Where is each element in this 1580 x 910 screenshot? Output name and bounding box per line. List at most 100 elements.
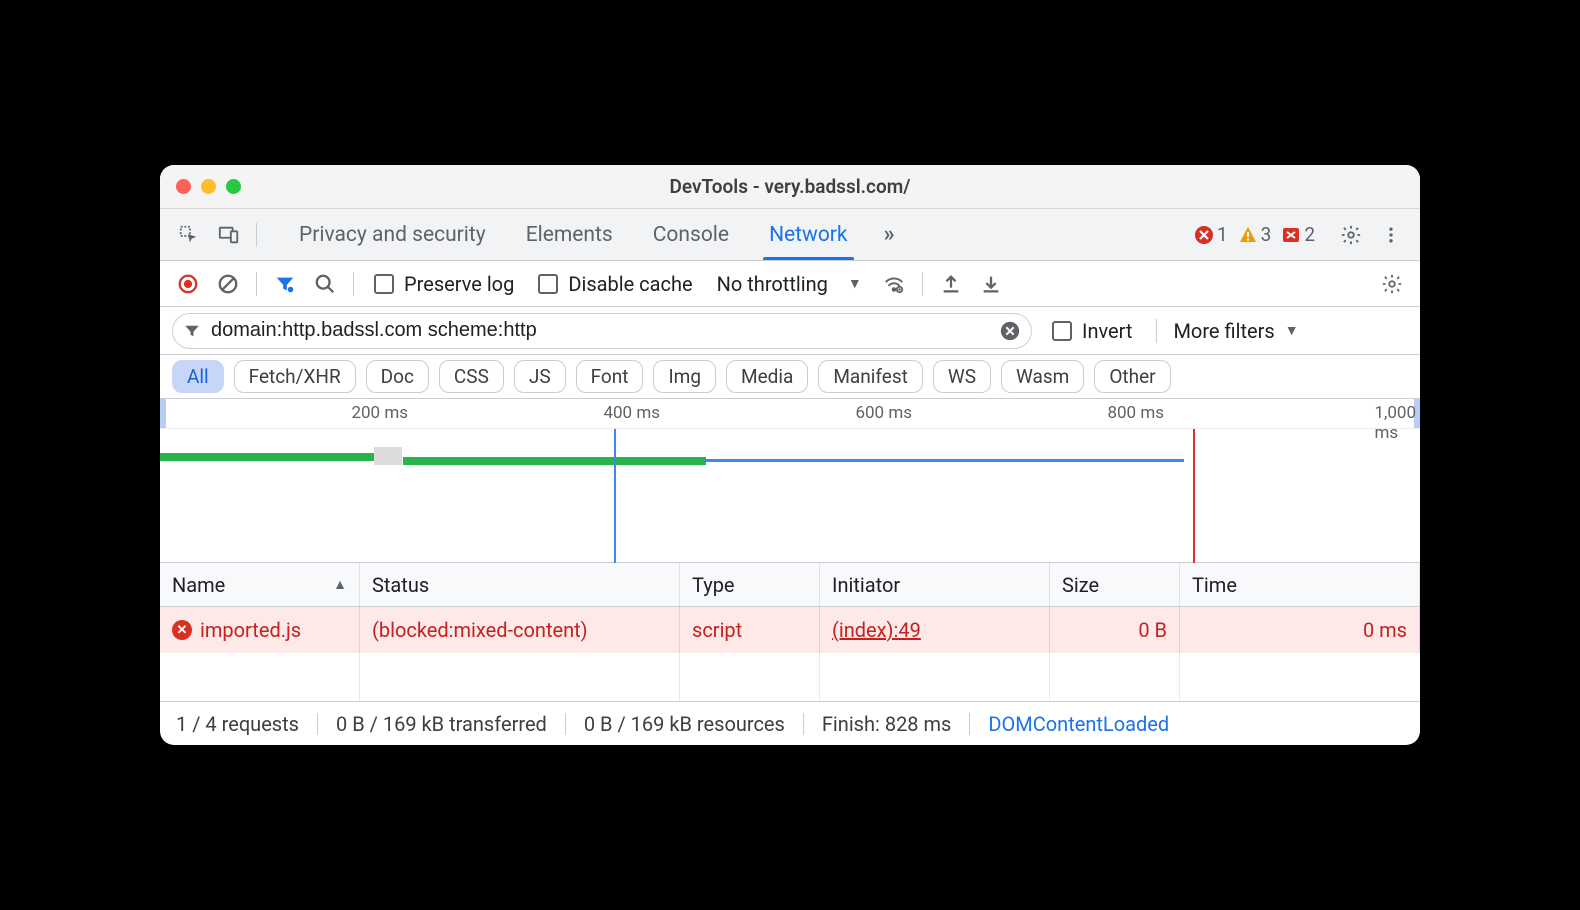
device-toolbar-icon[interactable]	[212, 218, 246, 252]
preserve-log-checkbox[interactable]: Preserve log	[366, 272, 522, 296]
table-row[interactable]: imported.js (blocked:mixed-content) scri…	[160, 607, 1420, 653]
type-chip-js[interactable]: JS	[514, 360, 566, 393]
type-chip-media[interactable]: Media	[726, 360, 808, 393]
column-header-type[interactable]: Type	[680, 563, 820, 606]
filter-toggle-icon[interactable]	[269, 268, 301, 300]
record-button[interactable]	[172, 268, 204, 300]
filter-input-container	[172, 313, 1032, 349]
request-initiator-link[interactable]: (index):49	[832, 618, 921, 642]
more-filters-button[interactable]: More filters ▼	[1173, 319, 1298, 343]
clear-button[interactable]	[212, 268, 244, 300]
divider	[969, 713, 970, 735]
type-chip-font[interactable]: Font	[576, 360, 644, 393]
request-type: script	[680, 607, 820, 653]
load-marker	[1193, 429, 1195, 563]
divider	[256, 223, 257, 247]
search-icon[interactable]	[309, 268, 341, 300]
status-transferred: 0 B / 169 kB transferred	[336, 712, 547, 736]
request-size: 0 B	[1050, 607, 1180, 653]
type-chip-all[interactable]: All	[172, 360, 224, 393]
filter-icon	[183, 322, 201, 340]
invert-checkbox[interactable]: Invert	[1044, 319, 1140, 343]
status-finish: Finish: 828 ms	[822, 712, 952, 736]
close-window-button[interactable]	[176, 179, 191, 194]
column-header-initiator[interactable]: Initiator	[820, 563, 1050, 606]
ruler-tick: 400 ms	[603, 403, 664, 423]
timeline-track	[160, 453, 374, 461]
network-settings-icon[interactable]	[1376, 268, 1408, 300]
devtools-window: DevTools - very.badssl.com/ Privacy and …	[160, 165, 1420, 745]
column-header-name[interactable]: Name ▲	[160, 563, 360, 606]
issues-badge[interactable]: 2	[1278, 223, 1318, 246]
divider	[256, 272, 257, 296]
divider	[922, 272, 923, 296]
tab-privacy-security[interactable]: Privacy and security	[279, 209, 506, 260]
more-menu-icon[interactable]	[1374, 218, 1408, 252]
filter-bar: Invert More filters ▼	[160, 307, 1420, 355]
throttling-value: No throttling	[717, 272, 828, 296]
tab-network[interactable]: Network	[749, 209, 868, 260]
maximize-window-button[interactable]	[226, 179, 241, 194]
errors-count: 1	[1217, 223, 1228, 246]
status-bar: 1 / 4 requests 0 B / 169 kB transferred …	[160, 701, 1420, 745]
divider	[1156, 319, 1157, 343]
column-header-time[interactable]: Time	[1180, 563, 1420, 606]
checkbox-icon	[1052, 321, 1072, 341]
column-header-size[interactable]: Size	[1050, 563, 1180, 606]
minimize-window-button[interactable]	[201, 179, 216, 194]
warnings-count: 3	[1261, 223, 1272, 246]
divider	[565, 713, 566, 735]
preserve-log-label: Preserve log	[404, 272, 514, 296]
checkbox-icon	[538, 274, 558, 294]
blocked-icon	[172, 620, 192, 640]
tab-elements[interactable]: Elements	[506, 209, 633, 260]
status-requests: 1 / 4 requests	[176, 712, 299, 736]
download-har-icon[interactable]	[975, 268, 1007, 300]
type-chip-manifest[interactable]: Manifest	[818, 360, 923, 393]
more-filters-label: More filters	[1173, 319, 1274, 343]
warnings-badge[interactable]: 3	[1235, 223, 1275, 246]
table-empty-row	[160, 653, 1420, 701]
type-chip-fetch-xhr[interactable]: Fetch/XHR	[234, 360, 356, 393]
disable-cache-checkbox[interactable]: Disable cache	[530, 272, 700, 296]
type-chip-other[interactable]: Other	[1094, 360, 1170, 393]
network-toolbar: Preserve log Disable cache No throttling…	[160, 261, 1420, 307]
tab-console[interactable]: Console	[633, 209, 749, 260]
type-chip-img[interactable]: Img	[653, 360, 716, 393]
timeline-overview[interactable]: 200 ms 400 ms 600 ms 800 ms 1,000 ms	[160, 399, 1420, 563]
type-chip-css[interactable]: CSS	[439, 360, 504, 393]
timeline-body	[160, 429, 1420, 563]
issues-count: 2	[1304, 223, 1315, 246]
sort-asc-icon: ▲	[333, 576, 347, 593]
errors-badge[interactable]: 1	[1191, 223, 1231, 246]
clear-filter-icon[interactable]	[999, 320, 1021, 342]
chevron-down-icon: ▼	[1285, 322, 1299, 339]
request-status: (blocked:mixed-content)	[360, 607, 680, 653]
request-time: 0 ms	[1180, 607, 1420, 653]
checkbox-icon	[374, 274, 394, 294]
more-tabs-icon[interactable]: »	[874, 222, 905, 247]
upload-har-icon[interactable]	[935, 268, 967, 300]
status-dcl[interactable]: DOMContentLoaded	[988, 712, 1169, 736]
settings-icon[interactable]	[1334, 218, 1368, 252]
timeline-track	[374, 447, 402, 465]
divider	[353, 272, 354, 296]
filter-input[interactable]	[211, 319, 989, 342]
type-chip-ws[interactable]: WS	[933, 360, 991, 393]
type-chip-doc[interactable]: Doc	[366, 360, 429, 393]
ruler-tick: 800 ms	[1107, 403, 1168, 423]
status-resources: 0 B / 169 kB resources	[584, 712, 785, 736]
inspect-element-icon[interactable]	[172, 218, 206, 252]
throttling-select[interactable]: No throttling ▼	[709, 272, 870, 296]
type-chip-wasm[interactable]: Wasm	[1001, 360, 1084, 393]
column-header-status[interactable]: Status	[360, 563, 680, 606]
ruler-tick: 200 ms	[351, 403, 412, 423]
network-conditions-icon[interactable]	[878, 268, 910, 300]
panel-tabs: Privacy and security Elements Console Ne…	[279, 209, 868, 260]
dcl-marker	[614, 429, 616, 563]
resource-types-bar: All Fetch/XHR Doc CSS JS Font Img Media …	[160, 355, 1420, 399]
traffic-lights	[176, 179, 241, 194]
timeline-track	[403, 457, 705, 465]
requests-table-body: imported.js (blocked:mixed-content) scri…	[160, 607, 1420, 701]
divider	[317, 713, 318, 735]
